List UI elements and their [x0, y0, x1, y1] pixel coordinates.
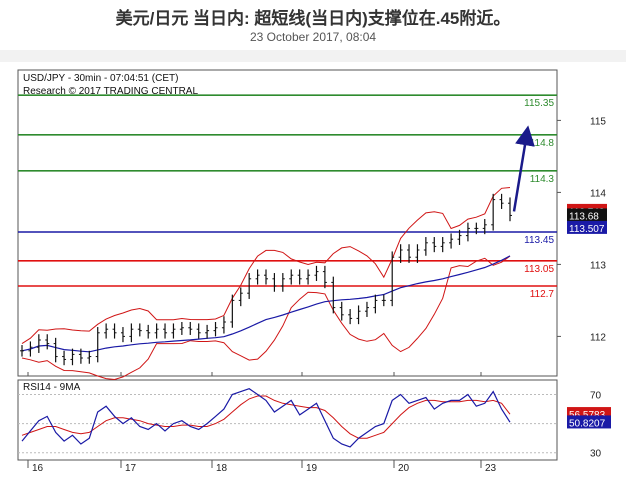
page-title: 美元/日元 当日内: 超短线(当日内)支撑位在.45附近。 — [115, 9, 511, 28]
level-label: 114.8 — [530, 138, 555, 149]
x-tick-label: 17 — [125, 463, 137, 474]
rsi-marker-tag — [567, 415, 611, 429]
main-panel-frame — [17, 69, 558, 377]
level-label: 113.45 — [524, 235, 554, 246]
main-chart-header: USD/JPY - 30min - 07:04:51 (CET) — [23, 73, 178, 84]
y-tick-label: 113 — [590, 260, 606, 271]
y-tick-label: 112 — [590, 332, 606, 343]
main-chart: 115 114 113 112 16 17 18 19 20 23 115.35 114.8 114.3… — [18, 94, 607, 474]
x-tick-label: 23 — [485, 463, 497, 474]
y-tick-label: 115 — [590, 116, 606, 127]
bollinger-upper — [21, 187, 511, 345]
target-arrow — [512, 125, 535, 212]
chart-panels — [17, 69, 558, 461]
bollinger-lower — [21, 255, 511, 381]
level-label: 112.7 — [530, 289, 555, 300]
x-tick-label: 16 — [32, 463, 44, 474]
rsi-line — [21, 388, 511, 448]
level-label: 113.05 — [524, 264, 554, 275]
header-divider — [0, 50, 626, 62]
price-marker-label: 113.507 — [569, 224, 605, 235]
x-tick-label: 19 — [306, 463, 318, 474]
x-tick-label: 20 — [398, 463, 410, 474]
rsi-y-tick-label: 70 — [590, 391, 602, 402]
price-marker-tag — [567, 208, 607, 222]
price-marker-label: 113.68 — [569, 211, 599, 222]
x-tick-label: 18 — [216, 463, 228, 474]
main-chart-subheader: Research © 2017 TRADING CENTRAL — [23, 86, 198, 97]
rsi-chart: 70503056.578350.8207 — [18, 388, 611, 460]
price-marker-tag — [567, 220, 607, 234]
y-tick-label: 114 — [590, 188, 606, 199]
rsi-panel-frame — [17, 379, 558, 461]
page-date: 23 October 2017, 08:04 — [249, 30, 377, 44]
rsi-marker-label: 50.8207 — [569, 418, 606, 429]
rsi-y-tick-label: 30 — [590, 449, 602, 460]
rsi-chart-header: RSI14 - 9MA — [23, 382, 81, 393]
level-label: 114.3 — [530, 174, 555, 185]
moving-average-line — [21, 255, 511, 353]
level-label: 115.35 — [524, 98, 554, 109]
